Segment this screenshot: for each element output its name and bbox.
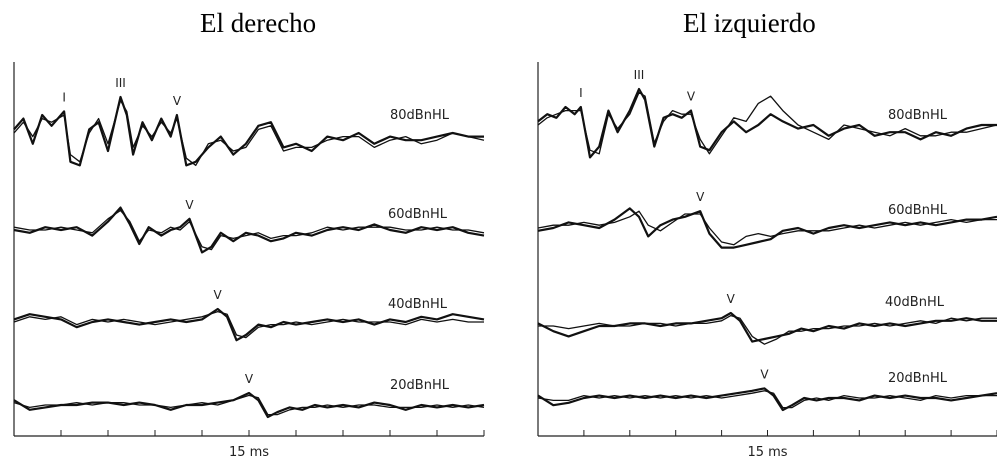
series-label-40dBnHL: 40dBnHL [885,295,945,310]
trace-80dBnHL-2 [13,99,485,167]
series-label-40dBnHL: 40dBnHL [388,297,448,312]
panel-title-left: El derecho [200,8,317,38]
series-label-80dBnHL: 80dBnHL [888,108,948,123]
peak-label-80dBnHL-I: I [579,86,583,100]
trace-80dBnHL-2 [537,91,997,155]
peak-label-80dBnHL-V: V [687,90,696,104]
peak-label-80dBnHL-III: III [115,76,126,90]
trace-40dBnHL-2 [538,314,997,345]
series-label-20dBnHL: 20dBnHL [390,378,450,393]
peak-label-40dBnHL-V: V [214,288,223,302]
trace-60dBnHL-2 [13,209,485,251]
peak-label-80dBnHL-V: V [173,94,182,108]
trace-20dBnHL-2 [537,390,997,409]
trace-20dBnHL-2 [13,394,485,416]
trace-40dBnHL-1 [13,307,485,342]
x-tick-label: 15 ms [229,445,269,460]
peak-label-20dBnHL-V: V [245,372,254,386]
peak-label-60dBnHL-V: V [185,198,194,212]
trace-40dBnHL-2 [13,310,484,339]
peak-label-20dBnHL-V: V [760,367,769,381]
trace-60dBnHL-2 [537,210,997,246]
trace-80dBnHL-1 [13,95,484,167]
series-label-80dBnHL: 80dBnHL [390,108,450,123]
trace-40dBnHL-1 [537,311,997,343]
peak-label-40dBnHL-V: V [727,292,736,306]
x-tick-label: 15 ms [747,445,787,460]
series-label-60dBnHL: 60dBnHL [888,203,948,218]
series-label-20dBnHL: 20dBnHL [888,371,948,386]
series-label-60dBnHL: 60dBnHL [388,207,448,222]
trace-20dBnHL-1 [13,391,485,419]
peak-label-60dBnHL-V: V [696,190,705,204]
panel-title-right: El izquierdo [683,8,816,38]
peak-label-80dBnHL-I: I [62,90,66,104]
trace-20dBnHL-1 [537,387,997,412]
peak-label-80dBnHL-III: III [634,68,645,82]
